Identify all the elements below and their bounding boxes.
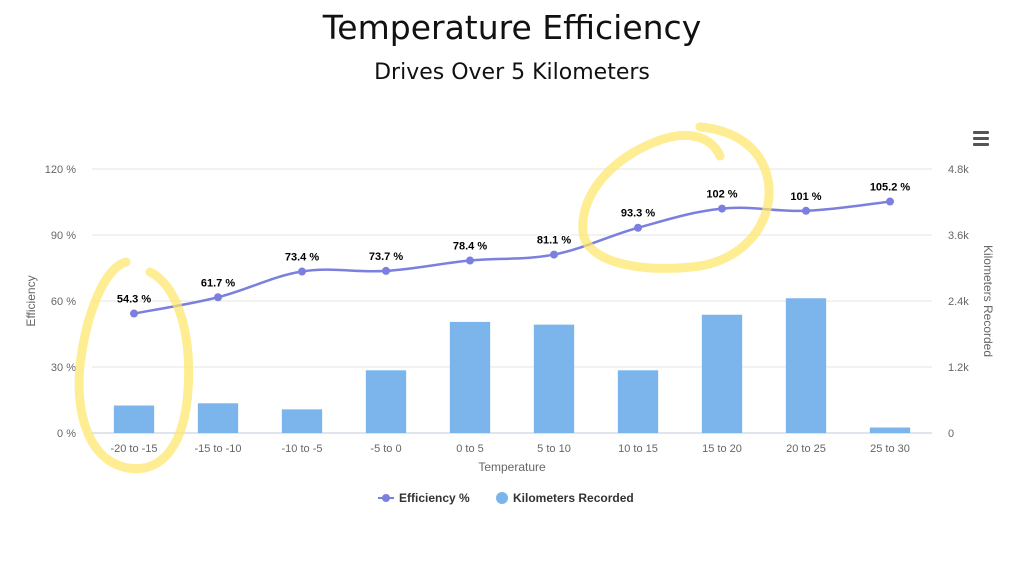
bar: [785, 298, 827, 433]
bar: [449, 321, 491, 433]
line-point: [214, 293, 222, 302]
line-point: [382, 266, 390, 275]
data-label: 78.4 %: [453, 241, 487, 253]
line-point: [298, 267, 306, 276]
data-label: 81.1 %: [537, 235, 571, 247]
right-axis-tick-label: 2.4k: [948, 296, 969, 308]
x-axis-tick-label: 25 to 30: [870, 443, 910, 455]
x-axis-tick-label: -15 to -10: [194, 443, 241, 455]
x-axis-tick-label: 5 to 10: [537, 443, 571, 455]
line-point: [550, 250, 558, 259]
right-axis-tick-label: 0: [948, 428, 954, 440]
right-axis-tick-label: 3.6k: [948, 230, 969, 242]
x-axis-tick-label: 20 to 25: [786, 443, 826, 455]
legend-marker-icon: [382, 494, 390, 502]
legend-label: Kilometers Recorded: [513, 491, 634, 505]
line-series: 54.3 % 61.7 % 73.4 % 73.7 % 78.4 % 81.1 % 93.3…: [116, 180, 912, 318]
data-label: 54.3 %: [117, 294, 151, 306]
chart-subtitle: Drives Over 5 Kilometers: [374, 60, 650, 85]
data-label: 101 %: [790, 191, 821, 203]
bar: [869, 427, 911, 433]
legend-label: Efficiency %: [399, 491, 470, 505]
x-axis-tick-label: -5 to 0: [370, 443, 401, 455]
left-axis-tick-label: 30 %: [51, 362, 76, 374]
data-label: 93.3 %: [621, 208, 655, 220]
data-label: 61.7 %: [201, 277, 235, 289]
left-axis-tick-label: 60 %: [51, 296, 76, 308]
data-label: 105.2 %: [870, 182, 911, 194]
legend-marker-icon: [496, 492, 508, 504]
line-point: [634, 223, 642, 232]
chart-menu-button[interactable]: [970, 128, 992, 150]
left-axis-tick-label: 90 %: [51, 230, 76, 242]
legend: Efficiency % Kilometers Recorded: [378, 491, 634, 505]
highlight-circle-left: [74, 257, 194, 474]
bar-series: [113, 298, 911, 433]
efficiency-line: [133, 200, 891, 315]
legend-item-efficiency[interactable]: Efficiency %: [378, 491, 470, 505]
line-point: [466, 256, 474, 265]
right-axis-title: Kilometers Recorded: [981, 245, 995, 357]
right-axis-tick-label: 4.8k: [948, 164, 969, 176]
left-axis-tick-label: 120 %: [45, 164, 76, 176]
x-axis-tick-label: 10 to 15: [618, 443, 658, 455]
right-axis-tick-label: 1.2k: [948, 362, 969, 374]
bar: [617, 370, 659, 433]
x-axis-tick-label: -10 to -5: [282, 443, 323, 455]
left-axis-title: Efficiency: [24, 275, 38, 326]
data-label: 73.4 %: [285, 252, 319, 264]
x-axis-tick-label: -20 to -15: [110, 443, 157, 455]
bar: [365, 370, 407, 433]
legend-item-kilometers[interactable]: Kilometers Recorded: [496, 491, 634, 505]
line-point: [802, 206, 810, 215]
x-axis-tick-label: 0 to 5: [456, 443, 484, 455]
annotations: [74, 122, 774, 474]
line-point: [130, 309, 138, 318]
highlight-circle-right: [578, 122, 774, 273]
data-label: 102 %: [706, 189, 737, 201]
bar: [533, 324, 575, 433]
bar: [701, 314, 743, 433]
x-axis: -20 to -15 -15 to -10 -10 to -5 -5 to 0 0 to…: [110, 443, 909, 474]
right-axis: 0 1.2k 2.4k 3.6k 4.8k Kilometers Recorded: [948, 164, 995, 440]
bar: [197, 403, 239, 433]
left-axis-tick-label: 0 %: [57, 428, 76, 440]
chart-title: Temperature Efficiency: [322, 8, 702, 47]
line-point: [886, 197, 894, 206]
left-axis: 0 % 30 % 60 % 90 % 120 % Efficiency: [24, 164, 76, 440]
data-label: 73.7 %: [369, 251, 403, 263]
line-point: [718, 204, 726, 213]
x-axis-tick-label: 15 to 20: [702, 443, 742, 455]
hamburger-menu-icon: [973, 131, 989, 134]
x-axis-title: Temperature: [478, 460, 546, 474]
bar: [281, 409, 323, 433]
bar: [113, 405, 155, 433]
